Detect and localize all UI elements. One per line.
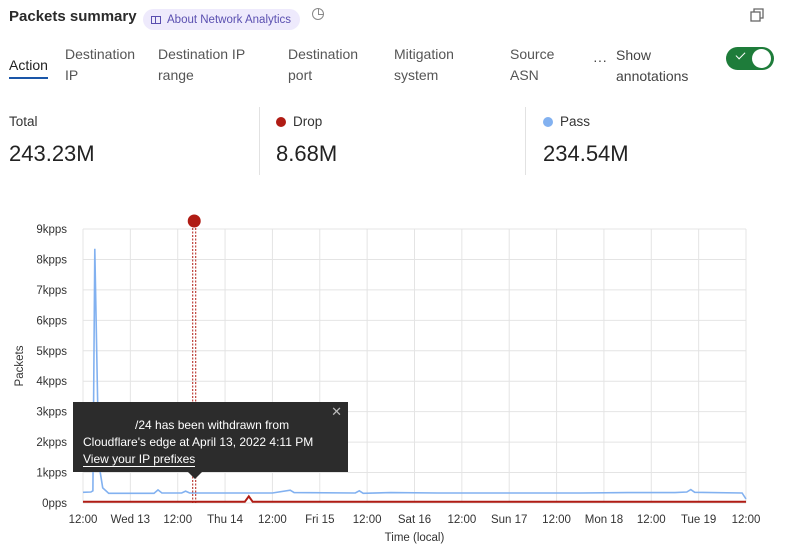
more-tabs-button[interactable]: ··· xyxy=(593,52,607,68)
pass-dot-icon xyxy=(543,116,553,127)
x-tick-label: 12:00 xyxy=(637,514,666,526)
x-tick-label: 12:00 xyxy=(353,514,382,526)
stat-pass-label: Pass xyxy=(543,114,590,129)
page-title: Packets summary xyxy=(9,8,137,25)
tab-mitigation-system[interactable]: Mitigation system xyxy=(394,46,454,83)
x-tick-label: 12:00 xyxy=(163,514,192,526)
x-tick-label: Sat 16 xyxy=(398,514,431,526)
about-network-analytics-button[interactable]: About Network Analytics xyxy=(143,9,301,30)
x-tick-label: Thu 14 xyxy=(207,514,243,526)
x-tick-label: Sun 17 xyxy=(491,514,527,526)
x-tick-label: Mon 18 xyxy=(585,514,623,526)
close-icon[interactable]: ✕ xyxy=(331,404,342,419)
x-tick-label: 12:00 xyxy=(447,514,476,526)
y-tick-label: 2kpps xyxy=(36,437,67,449)
x-tick-label: Fri 15 xyxy=(305,514,334,526)
x-tick-label: 12:00 xyxy=(69,514,98,526)
y-tick-label: 3kpps xyxy=(36,407,67,419)
series-line-pass xyxy=(82,248,747,500)
view-ip-prefixes-link[interactable]: View your IP prefixes xyxy=(83,452,196,467)
book-icon xyxy=(151,15,161,24)
x-tick-label: 12:00 xyxy=(258,514,287,526)
stat-total-label: Total xyxy=(9,114,38,129)
tab-destination-port[interactable]: Destination port xyxy=(288,46,359,83)
drop-dot-icon xyxy=(276,116,286,127)
y-tick-label: 6kpps xyxy=(36,315,67,327)
show-annotations-toggle[interactable] xyxy=(726,47,774,70)
check-icon xyxy=(735,49,746,60)
stat-pass-value: 234.54M xyxy=(543,141,629,166)
y-tick-label: 9kpps xyxy=(36,224,67,236)
stat-drop-label: Drop xyxy=(276,114,322,129)
y-axis-label: Packets xyxy=(14,345,26,386)
y-tick-label: 1kpps xyxy=(36,468,67,480)
x-axis-label: Time (local) xyxy=(385,532,445,544)
tab-action[interactable]: Action xyxy=(9,55,48,79)
packets-chart: 0pps 1kpps 2kpps 3kpps 4kpps 5kpps 6kpps 7kpps 8… xyxy=(14,214,761,544)
y-tick-label: 4kpps xyxy=(36,376,67,388)
y-tick-label: 5kpps xyxy=(36,346,67,358)
x-tick-label: Tue 19 xyxy=(681,514,716,526)
history-icon[interactable] xyxy=(312,8,324,20)
about-label: About Network Analytics xyxy=(167,13,292,26)
stat-drop-value: 8.68M xyxy=(276,141,338,166)
x-tick-label: 12:00 xyxy=(732,514,761,526)
annotation-marker xyxy=(187,214,201,228)
y-tick-label: 0pps xyxy=(42,498,67,510)
x-tick-label: Wed 13 xyxy=(111,514,150,526)
show-annotations-label: Show annotations xyxy=(616,47,689,84)
tab-source-asn[interactable]: Source ASN xyxy=(510,46,555,83)
x-tick-label: 12:00 xyxy=(542,514,571,526)
tab-destination-ip-range[interactable]: Destination IP range xyxy=(158,46,245,83)
expand-icon[interactable] xyxy=(750,8,764,22)
annotation-tooltip: /24 has been withdrawn from Cloudflare's… xyxy=(73,402,348,479)
series-line-drop xyxy=(83,494,746,503)
y-tick-label: 8kpps xyxy=(36,254,67,266)
y-tick-label: 7kpps xyxy=(36,285,67,297)
tab-destination-ip[interactable]: Destination IP xyxy=(65,46,136,83)
stat-total-value: 243.23M xyxy=(9,141,95,166)
